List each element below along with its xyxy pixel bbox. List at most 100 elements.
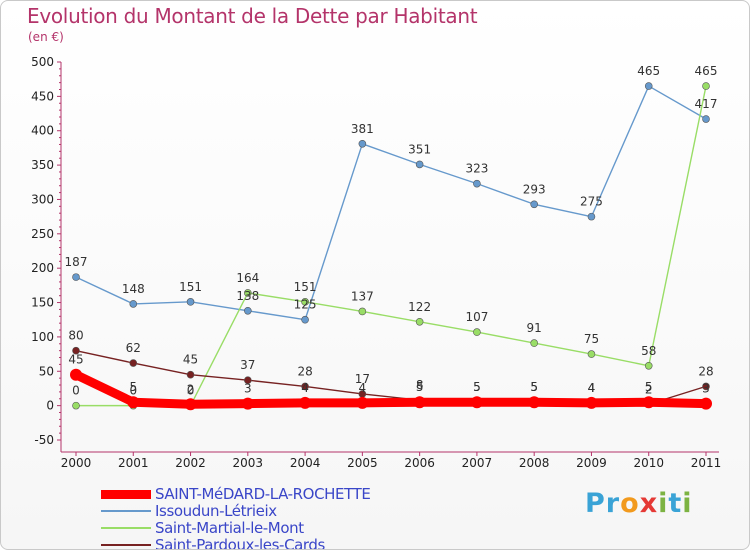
y-tick-label: 500	[31, 55, 54, 69]
x-tick-label: 2006	[404, 456, 435, 470]
data-point	[587, 350, 596, 358]
data-point	[358, 307, 367, 316]
data-point	[301, 298, 309, 306]
data-label: 417	[695, 97, 718, 111]
data-label: 381	[351, 122, 374, 136]
data-point	[70, 368, 82, 381]
y-tick-label: 350	[31, 158, 54, 172]
data-label: 187	[65, 255, 88, 269]
data-label: 148	[122, 282, 145, 296]
data-label: 5	[473, 380, 481, 394]
data-point	[702, 382, 710, 391]
data-label: 17	[355, 372, 370, 386]
data-label: 4	[359, 381, 367, 395]
data-label: 465	[637, 64, 660, 78]
data-point	[186, 298, 195, 306]
data-point	[244, 306, 252, 315]
data-label: 125	[294, 298, 317, 312]
y-tick-label: 250	[31, 227, 54, 241]
y-tick-label: 400	[31, 124, 54, 138]
data-label: 5	[530, 380, 538, 394]
data-point	[413, 396, 426, 409]
data-point	[642, 396, 655, 409]
x-tick-label: 2005	[347, 456, 378, 470]
data-point	[473, 328, 481, 336]
data-point	[129, 300, 138, 308]
data-point	[702, 82, 710, 90]
legend-swatch	[101, 544, 151, 546]
y-tick-label: 200	[31, 261, 54, 275]
data-label: 4	[588, 381, 596, 395]
legend-label: SAINT-MéDARD-LA-ROCHETTE	[155, 485, 371, 503]
series-points	[70, 82, 712, 411]
data-point	[530, 339, 538, 347]
data-point	[244, 376, 252, 385]
data-point	[129, 359, 138, 367]
legend-swatch	[101, 527, 151, 529]
data-label: 293	[523, 182, 546, 196]
data-label: 5	[473, 380, 481, 394]
legend-label: Saint-Pardoux-les-Cards	[155, 536, 325, 550]
x-tick-label: 2011	[691, 456, 722, 470]
data-label: 138	[236, 289, 259, 303]
data-point	[585, 396, 598, 409]
x-tick-label: 2004	[290, 456, 321, 470]
x-tick-label: 2007	[462, 456, 493, 470]
data-label: 107	[465, 310, 488, 324]
data-label: 28	[698, 364, 713, 378]
data-label: 28	[297, 364, 312, 378]
series-line-2	[75, 85, 707, 407]
data-point	[700, 397, 712, 410]
data-label: 2	[645, 382, 653, 396]
data-point	[72, 346, 80, 355]
logo-letter: o	[620, 488, 640, 519]
data-label: 80	[68, 329, 83, 343]
y-tick-label: 50	[39, 364, 54, 378]
x-tick-label: 2001	[118, 456, 149, 470]
y-tick-label: 450	[31, 89, 54, 103]
chart-title: Evolution du Montant de la Dette par Hab…	[27, 4, 478, 28]
data-point	[702, 115, 710, 123]
data-label: 75	[584, 332, 599, 346]
data-point	[473, 179, 481, 188]
data-point	[415, 160, 424, 169]
series-line-1	[75, 85, 707, 321]
series-line-0	[71, 370, 711, 409]
logo-letter: x	[639, 488, 659, 519]
data-label: 323	[465, 162, 488, 176]
chart-unit-subtitle: (en €)	[28, 30, 64, 44]
logo-letter: P	[585, 488, 606, 519]
data-label: 0	[187, 384, 195, 398]
data-label: 122	[408, 300, 431, 314]
y-tick-label: 300	[31, 192, 54, 206]
data-point	[644, 82, 653, 90]
data-label: 58	[641, 344, 656, 358]
data-label: 5	[416, 380, 424, 394]
data-point	[301, 315, 309, 324]
data-point	[644, 361, 653, 370]
y-tick-label: 0	[46, 399, 54, 413]
data-label: 0	[129, 384, 137, 398]
legend-swatch	[101, 489, 151, 499]
data-label: 0	[72, 384, 80, 398]
data-point	[241, 397, 254, 410]
data-label: 8	[416, 378, 424, 392]
data-point	[72, 401, 80, 410]
data-point	[470, 396, 483, 409]
data-label: 151	[179, 280, 202, 294]
data-label: 5	[129, 380, 137, 394]
logo-letter: t	[668, 488, 683, 519]
data-point	[72, 273, 80, 281]
legend-label: Saint-Martial-le-Mont	[155, 519, 304, 537]
x-tick-label: 2002	[175, 456, 206, 470]
logo-letter: i	[658, 488, 669, 519]
legend-swatch	[101, 510, 151, 512]
data-label: 62	[126, 341, 141, 355]
y-tick-label: 150	[31, 296, 54, 310]
data-label: 91	[527, 321, 542, 335]
data-label: 45	[68, 353, 83, 367]
data-point	[299, 396, 312, 409]
series-lines	[71, 85, 711, 409]
